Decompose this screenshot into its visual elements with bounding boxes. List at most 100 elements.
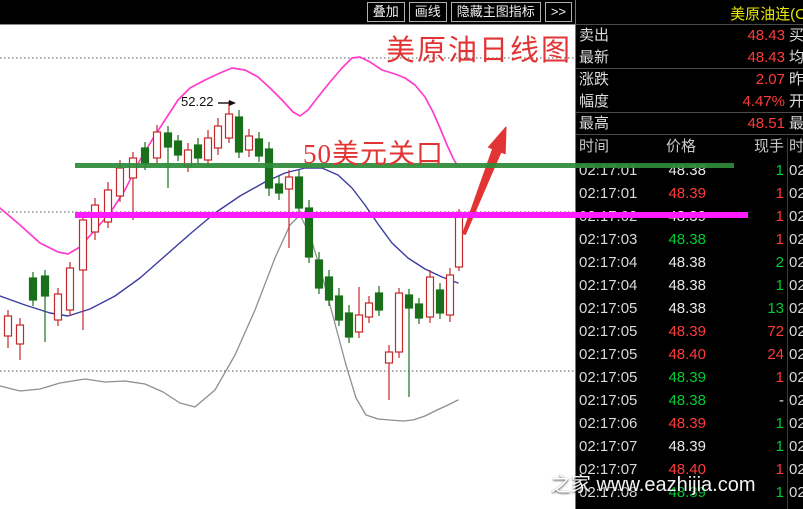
tick-next-time-partial: 02 (789, 185, 803, 202)
tick-row: 02:17:08 48.39 1 02 (576, 481, 803, 504)
tick-table-header: 时间 价格 现手时 (576, 135, 803, 159)
tick-price: 48.38 (668, 277, 706, 294)
tick-time: 02:17:06 (579, 415, 638, 432)
tick-time: 02:17:04 (579, 254, 638, 271)
quote-field-label: 最高 (579, 115, 610, 132)
up-candle (3, 310, 13, 348)
tick-price: 48.38 (668, 254, 706, 271)
up-candle (65, 262, 75, 316)
down-candle (28, 272, 38, 306)
lower-band-line (0, 214, 459, 422)
quote-field-label-secondary: 均 (789, 49, 803, 66)
tick-price: 48.39 (668, 415, 706, 432)
tick-volume: 1 (775, 231, 784, 248)
instrument-title: 美原油连(C (730, 6, 803, 23)
tick-volume: 1 (775, 208, 784, 225)
quote-field-value: 4.47% (742, 93, 785, 110)
chart-canvas[interactable] (0, 25, 574, 509)
tick-price: 48.39 (668, 484, 706, 501)
down-candle (40, 270, 50, 342)
up-candle (364, 296, 374, 323)
down-candle (324, 270, 334, 306)
tick-price: 48.39 (668, 369, 706, 386)
tick-next-time-partial: 02 (789, 277, 803, 294)
down-candle (294, 170, 304, 215)
tick-time: 02:17:05 (579, 392, 638, 409)
down-candle (344, 305, 354, 343)
quote-panel: 美原油连(C 卖出 48.43 买最新 48.43 均涨跌 2.07 昨幅度 4.47% 开最高… (575, 0, 803, 509)
quote-field-label-secondary: 买 (789, 27, 803, 44)
down-candle (254, 132, 264, 162)
up-candle (152, 125, 162, 164)
tick-row: 02:17:05 48.38 13 02 (576, 297, 803, 320)
tick-next-time-partial: 02 (789, 484, 803, 501)
quote-field-value: 48.51 (747, 115, 785, 132)
toolbar-button-draw-line[interactable]: 画线 (408, 2, 447, 22)
tick-row: 02:17:06 48.39 1 02 (576, 412, 803, 435)
up-candle (203, 130, 213, 167)
quote-info-row: 最新 48.43 均 (576, 47, 803, 69)
down-candle (264, 142, 274, 196)
tick-time: 02:17:08 (579, 484, 638, 501)
quote-field-value: 48.43 (747, 27, 785, 44)
up-candle (244, 129, 254, 157)
quote-field-label-secondary: 昨 (789, 71, 803, 88)
toolbar-button-hide-main-indicators[interactable]: 隐藏主图指标 (450, 2, 541, 22)
down-candle (163, 126, 173, 188)
tick-volume: 1 (775, 162, 784, 179)
up-candle (103, 182, 113, 228)
down-candle (234, 110, 244, 158)
tick-time: 02:17:01 (579, 185, 638, 202)
tick-next-time-partial: 02 (789, 231, 803, 248)
chart-toolbar: 叠加 画线 隐藏主图指标 >> (0, 0, 575, 25)
quote-panel-title-row: 美原油连(C (576, 0, 803, 25)
high-marker-arrow-head (229, 100, 236, 106)
down-candle (404, 289, 414, 397)
toolbar-button-overlay[interactable]: 叠加 (366, 2, 405, 22)
toolbar-button-more[interactable]: >> (544, 2, 572, 22)
tick-volume: 72 (767, 323, 784, 340)
down-candle (274, 176, 284, 200)
down-candle (193, 138, 203, 164)
tick-header-2: 现手 (754, 138, 785, 155)
tick-volume: 1 (775, 415, 784, 432)
green-resistance-line (75, 162, 734, 168)
quote-field-label: 最新 (579, 49, 610, 66)
tick-row: 02:17:05 48.38 -02 (576, 389, 803, 412)
upper-band-line (0, 56, 458, 255)
quote-field-value: 48.43 (747, 49, 785, 66)
down-candle (314, 252, 324, 294)
chart-title-annotation: 美原油日线图 (386, 35, 573, 67)
quote-field-label: 涨跌 (579, 71, 610, 88)
price-level-annotation: 50美元关口 (303, 139, 444, 169)
down-candle (374, 286, 384, 316)
up-candle (53, 288, 63, 326)
tick-price: 48.40 (668, 461, 706, 478)
quote-info-rows: 卖出 48.43 买最新 48.43 均涨跌 2.07 昨幅度 4.47% 开最高 48.51 最 (576, 25, 803, 135)
tick-next-time-partial: 02 (789, 461, 803, 478)
tick-volume: 1 (775, 277, 784, 294)
tick-next-time-partial: 02 (789, 346, 803, 363)
high-price-label: 52.22 (181, 94, 214, 109)
column-divider (787, 138, 788, 509)
up-candle (384, 345, 394, 400)
tick-volume: 13 (767, 300, 784, 317)
middle-band-line (0, 167, 459, 317)
tick-volume: 2 (775, 254, 784, 271)
quote-field-label-secondary: 开 (789, 93, 803, 110)
candlestick-chart[interactable] (0, 25, 574, 509)
tick-price: 48.38 (668, 392, 706, 409)
up-candle (183, 143, 193, 172)
tick-next-time-partial: 02 (789, 369, 803, 386)
magenta-support-line (75, 212, 748, 218)
tick-header-1: 价格 (666, 138, 697, 155)
tick-volume: 1 (775, 369, 784, 386)
tick-volume: 1 (775, 438, 784, 455)
down-candle (334, 288, 344, 326)
tick-volume: 24 (767, 346, 784, 363)
tick-price: 48.39 (668, 438, 706, 455)
up-candle (425, 270, 435, 323)
tick-header-0: 时间 (579, 138, 610, 155)
quote-field-value: 2.07 (755, 71, 785, 88)
